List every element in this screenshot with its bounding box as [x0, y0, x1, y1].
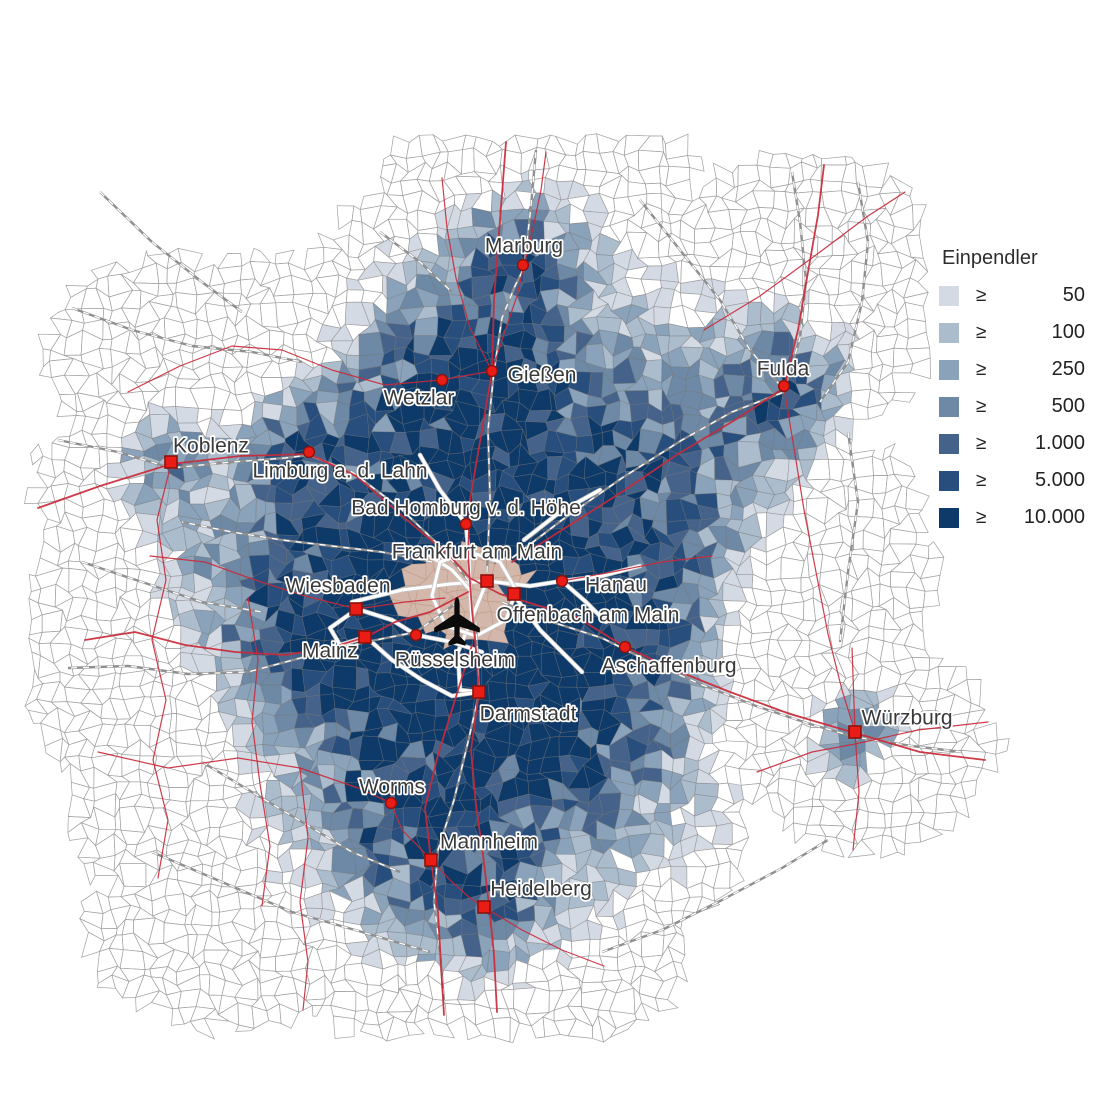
legend-row: ≥ 100: [933, 314, 1085, 351]
gte-symbol: ≥: [976, 432, 987, 454]
legend-row: ≥ 500: [933, 388, 1085, 425]
airplane-icon: [434, 597, 480, 646]
city-marker-hanau: [555, 574, 569, 588]
city-marker-koblenz: [164, 455, 178, 469]
legend-value: 1.000: [1034, 432, 1085, 454]
city-label-limburg-a-d-lahn: Limburg a. d. Lahn: [252, 460, 427, 483]
city-label-hanau: Hanau: [585, 574, 647, 597]
legend-row: ≥ 10.000: [933, 499, 1085, 536]
city-label-heidelberg: Heidelberg: [490, 878, 592, 901]
legend-swatch-4: [939, 433, 959, 454]
city-markers: [164, 258, 862, 914]
city-marker-heidelberg: [477, 900, 491, 914]
legend-swatch-0: [939, 285, 959, 306]
city-marker-wetzlar: [435, 373, 449, 387]
city-label-offenbach-am-main: Offenbach am Main: [497, 604, 680, 627]
legend-swatch-3: [939, 396, 959, 417]
legend-value: 250: [1051, 358, 1085, 380]
legend: Einpendler ≥ 50 ≥ 100 ≥ 250 ≥ 500 ≥ 1.00…: [933, 247, 1085, 536]
city-marker-darmstadt: [472, 685, 486, 699]
city-marker-frankfurt-am-main: [480, 574, 494, 588]
city-label-giessen: Gießen: [508, 364, 577, 387]
legend-swatch-6: [939, 507, 959, 528]
legend-row: ≥ 5.000: [933, 462, 1085, 499]
city-marker-mannheim: [424, 853, 438, 867]
city-label-fulda: Fulda: [757, 358, 810, 381]
city-labels: Marburg Gießen Wetzlar Fulda KoblenzLimburg …: [171, 233, 954, 902]
city-marker-mainz: [358, 630, 372, 644]
gte-symbol: ≥: [976, 506, 987, 528]
legend-swatch-1: [939, 322, 959, 343]
city-marker-wuerzburg: [848, 725, 862, 739]
legend-value: 5.000: [1034, 469, 1085, 491]
legend-value: 50: [1062, 284, 1085, 306]
gte-symbol: ≥: [976, 469, 987, 491]
legend-title: Einpendler: [942, 247, 1038, 269]
city-marker-marburg: [516, 258, 530, 272]
legend-value: 100: [1051, 321, 1085, 343]
legend-row: ≥ 1.000: [933, 425, 1085, 462]
city-label-mainz: Mainz: [302, 640, 358, 663]
gte-symbol: ≥: [976, 358, 987, 380]
legend-swatch-2: [939, 359, 959, 380]
city-label-koblenz: Koblenz: [173, 435, 249, 458]
city-label-marburg: Marburg: [485, 235, 563, 258]
city-label-aschaffenburg: Aschaffenburg: [601, 655, 736, 678]
city-label-wetzlar: Wetzlar: [384, 387, 455, 410]
city-marker-offenbach-am-main: [507, 587, 521, 601]
city-marker-ruesselsheim: [409, 628, 423, 642]
city-label-wiesbaden: Wiesbaden: [285, 575, 390, 598]
city-label-ruesselsheim: Rüsselsheim: [395, 649, 515, 672]
municipality-cells: [24, 133, 1010, 1044]
city-marker-bad-homburg-v-d-hoehe: [459, 517, 473, 531]
legend-value: 10.000: [1023, 506, 1085, 528]
city-marker-limburg-a-d-lahn: [302, 445, 316, 459]
city-label-wuerzburg: Würzburg: [861, 707, 952, 730]
city-label-bad-homburg-v-d-hoehe: Bad Homburg v. d. Höhe: [351, 497, 581, 520]
city-marker-worms: [384, 796, 398, 810]
gte-symbol: ≥: [976, 284, 987, 306]
city-label-frankfurt-am-main: Frankfurt am Main: [392, 541, 562, 564]
city-marker-wiesbaden: [349, 602, 363, 616]
legend-swatch-5: [939, 470, 959, 491]
city-label-mannheim: Mannheim: [440, 831, 538, 854]
city-marker-aschaffenburg: [618, 640, 632, 654]
city-marker-fulda: [777, 379, 791, 393]
gte-symbol: ≥: [976, 395, 987, 417]
legend-row: ≥ 50: [933, 277, 1085, 314]
city-marker-giessen: [485, 364, 499, 378]
legend-row: ≥ 250: [933, 351, 1085, 388]
gte-symbol: ≥: [976, 321, 987, 343]
legend-value: 500: [1051, 395, 1085, 417]
city-label-worms: Worms: [359, 776, 425, 799]
city-label-darmstadt: Darmstadt: [480, 703, 577, 726]
